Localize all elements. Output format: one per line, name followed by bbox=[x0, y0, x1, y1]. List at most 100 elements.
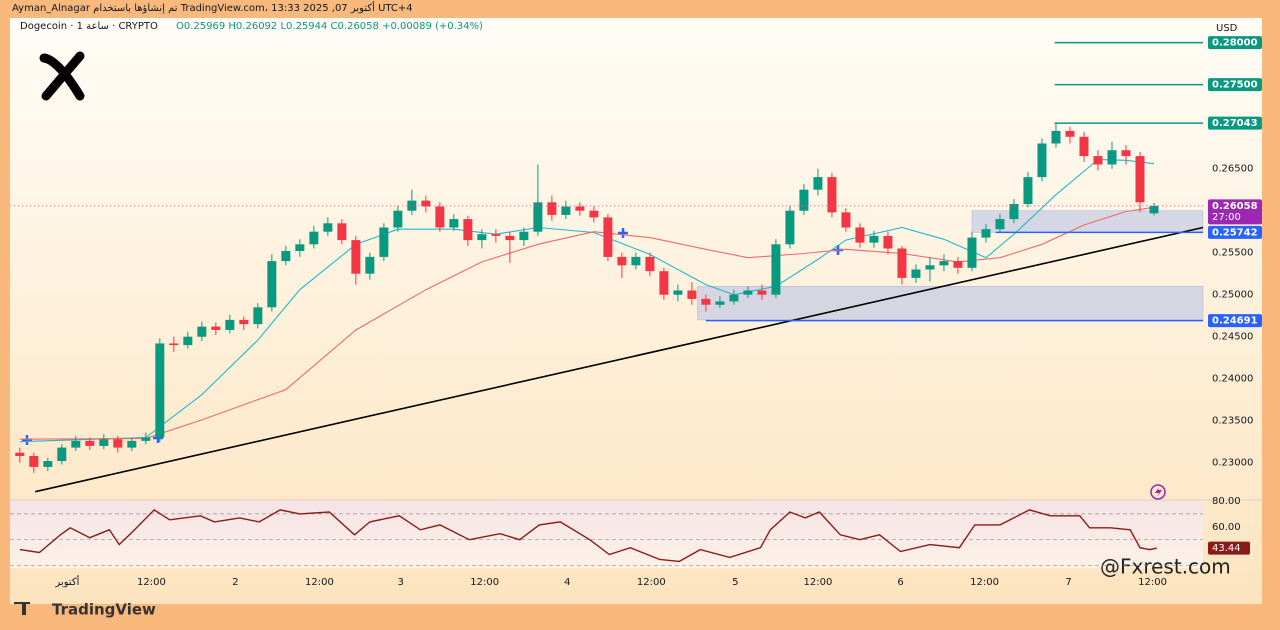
candle-body bbox=[673, 290, 683, 295]
currency: USD bbox=[1216, 23, 1238, 34]
candle-body bbox=[547, 202, 557, 215]
candle-body bbox=[295, 244, 305, 252]
candle-body bbox=[519, 231, 529, 241]
level-label: 0.24691 bbox=[1212, 316, 1258, 327]
candle-body bbox=[127, 440, 137, 448]
candle-body bbox=[155, 343, 165, 438]
level-label: 0.28000 bbox=[1212, 38, 1258, 49]
trend-line bbox=[35, 226, 1204, 493]
ohlc-readout: O0.25969 H0.26092 L0.25944 C0.26058 +0.0… bbox=[176, 21, 483, 32]
candle-body bbox=[575, 206, 585, 211]
candle-body bbox=[911, 269, 921, 278]
candle-body bbox=[29, 455, 39, 467]
candle-body bbox=[729, 294, 739, 302]
level-label: 0.27043 bbox=[1212, 118, 1258, 129]
candle-body bbox=[645, 256, 655, 272]
current-price-label: 0.26058 bbox=[1212, 201, 1258, 212]
candle-body bbox=[1009, 203, 1019, 220]
current-price-box bbox=[1208, 199, 1262, 225]
candle-body bbox=[407, 200, 417, 211]
x-tick-label: 7 bbox=[1065, 577, 1071, 588]
candle-body bbox=[309, 231, 319, 245]
y-tick-label: 0.24500 bbox=[1212, 332, 1253, 343]
level-label-box bbox=[1208, 78, 1262, 92]
zone bbox=[697, 286, 1204, 321]
candle-body bbox=[421, 200, 431, 207]
candle-body bbox=[1079, 136, 1089, 157]
candle-body bbox=[99, 439, 109, 446]
rsi-tick-label: 60.00 bbox=[1212, 522, 1241, 533]
x-tick-label: 6 bbox=[897, 577, 903, 588]
candle-body bbox=[603, 217, 613, 257]
candle-body bbox=[589, 210, 599, 218]
candle-body bbox=[71, 440, 81, 448]
candle-body bbox=[267, 261, 277, 308]
candle-body bbox=[659, 271, 669, 295]
y-tick-label: 0.25500 bbox=[1212, 248, 1253, 259]
rsi-value-label: 43.44 bbox=[1212, 543, 1241, 554]
candle-body bbox=[449, 219, 459, 228]
candle-body bbox=[995, 219, 1005, 230]
candle-body bbox=[323, 223, 333, 232]
candle-body bbox=[477, 234, 487, 241]
candle-body bbox=[631, 256, 641, 266]
candle-body bbox=[1023, 177, 1033, 204]
candle-body bbox=[771, 244, 781, 295]
rsi-pane bbox=[10, 500, 1203, 568]
candle-body bbox=[337, 223, 347, 241]
x-tick-label: 3 bbox=[397, 577, 403, 588]
candle-body bbox=[841, 212, 851, 228]
candle-body bbox=[183, 336, 193, 346]
candle-body bbox=[743, 290, 753, 295]
candle-body bbox=[197, 326, 207, 337]
candle-body bbox=[1065, 130, 1075, 137]
candle-body bbox=[253, 307, 263, 325]
candle-body bbox=[1037, 143, 1047, 178]
symbol-title: Dogecoin · 1 ساعة · CRYPTO bbox=[20, 21, 158, 32]
alert-icon bbox=[1150, 484, 1166, 500]
candle-body bbox=[1135, 156, 1145, 203]
level-label-box bbox=[1208, 36, 1262, 50]
candle-body bbox=[85, 440, 95, 446]
y-tick-label: 0.25000 bbox=[1212, 290, 1253, 301]
candle-body bbox=[239, 319, 249, 325]
candle-body bbox=[351, 240, 361, 274]
candle-body bbox=[1107, 150, 1117, 165]
level-label-box bbox=[1208, 225, 1262, 239]
candle-body bbox=[57, 447, 67, 462]
candle-body bbox=[981, 229, 991, 238]
y-tick-label: 0.23500 bbox=[1212, 416, 1253, 427]
candle-body bbox=[169, 343, 179, 346]
candle-body bbox=[785, 210, 795, 245]
logo bbox=[39, 51, 85, 101]
candle-body bbox=[701, 298, 711, 305]
candle-body bbox=[15, 452, 25, 456]
brand-name: TradingView bbox=[52, 601, 156, 619]
candle-body bbox=[757, 290, 767, 295]
candle-body bbox=[113, 439, 123, 448]
x-tick-label: 12:00 bbox=[137, 577, 166, 588]
x-tick-label: 5 bbox=[732, 577, 738, 588]
y-tick-label: 0.23000 bbox=[1212, 458, 1253, 469]
candle-body bbox=[281, 251, 291, 262]
candle-body bbox=[211, 326, 221, 330]
x-tick-label: 2 bbox=[232, 577, 238, 588]
x-tick-label: أكتوبر bbox=[54, 575, 79, 588]
candle-body bbox=[225, 319, 235, 330]
candle-body bbox=[967, 237, 977, 268]
candle-body bbox=[939, 261, 949, 266]
candle-body bbox=[855, 227, 865, 243]
moving-average bbox=[19, 206, 1155, 440]
x-tick-label: 12:00 bbox=[804, 577, 833, 588]
header-credit: Ayman_Alnagar تم إنشاؤها باستخدام Tradin… bbox=[12, 1, 413, 14]
countdown: 27:00 bbox=[1212, 212, 1241, 223]
level-label-box bbox=[1208, 314, 1262, 328]
candle-body bbox=[1121, 150, 1131, 157]
x-tick-label: 12:00 bbox=[637, 577, 666, 588]
candle-body bbox=[687, 290, 697, 299]
watermark: @Fxrest.com bbox=[1100, 555, 1231, 579]
candle-body bbox=[953, 261, 963, 268]
candle-body bbox=[365, 256, 375, 274]
candle-body bbox=[617, 256, 627, 266]
